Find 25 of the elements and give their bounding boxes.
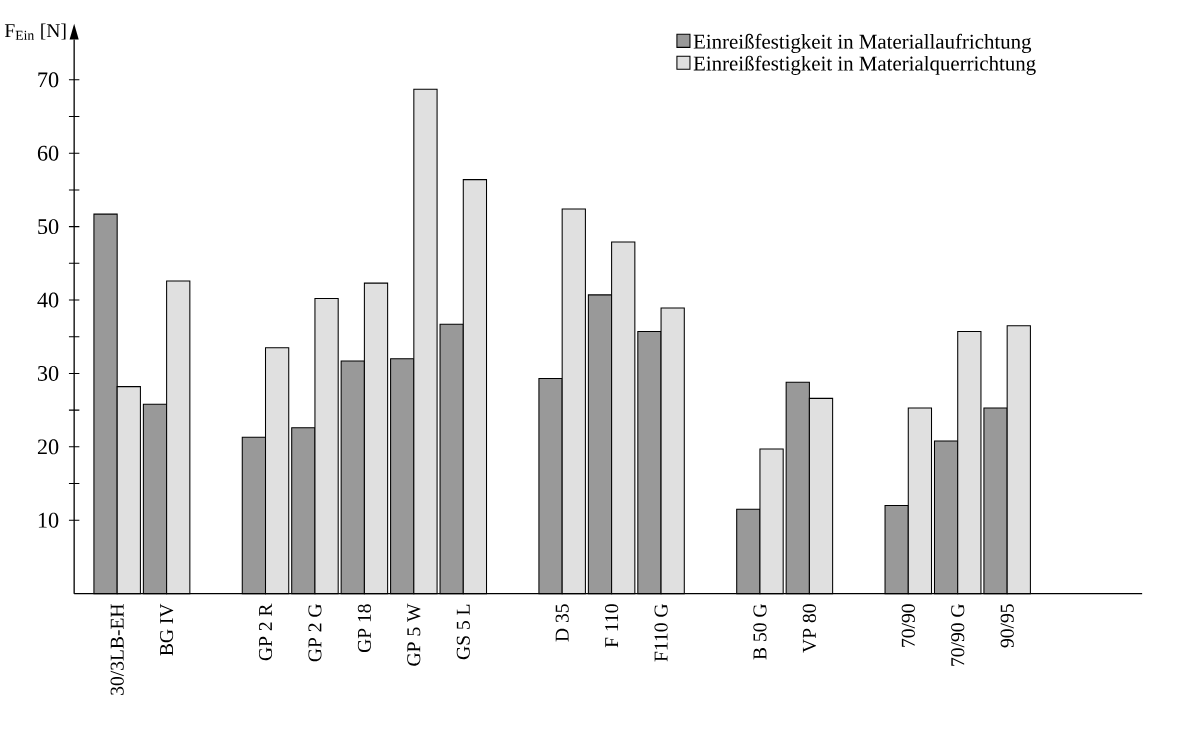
y-tick-label: 60 <box>37 145 59 161</box>
x-tick-label: 30/3LB-EH <box>110 604 124 696</box>
x-tick-label: GP 2 R <box>258 603 273 661</box>
x-tick-label: GP 18 <box>357 604 371 653</box>
y-tick-label: 70 <box>38 72 59 88</box>
legend-label: Einreißfestigkeit in Materiallaufrichtung <box>693 34 1032 54</box>
legend-label: Einreißfestigkeit in Materialquerrichtung <box>693 55 1036 76</box>
y-tick-label: 20 <box>37 439 59 455</box>
x-tick-label: GP 5 W <box>407 603 421 666</box>
y-tick-label: 30 <box>38 366 59 382</box>
y-tick-label: 50 <box>38 219 59 235</box>
x-tick-label: F110 G <box>654 604 668 662</box>
y-tick-label: 10 <box>38 512 59 528</box>
x-tick-label: B 50 G <box>753 604 767 660</box>
x-tick-label: 70/90 G <box>951 604 965 666</box>
x-tick-label: GS 5 L <box>456 604 470 660</box>
x-tick-label: F 110 <box>605 604 619 648</box>
x-tick-label: D 35 <box>555 604 569 642</box>
x-tick-label: 90/95 <box>1000 604 1014 648</box>
x-tick-label: GP 2 G <box>308 604 322 662</box>
x-tick-label: 70/90 <box>901 604 915 647</box>
y-axis-title: F$_{Ein}$ [N] <box>4 23 66 40</box>
y-tick-label: 40 <box>37 292 59 308</box>
x-tick-label: BG IV <box>160 603 174 656</box>
x-tick-label: VP 80 <box>802 604 817 653</box>
